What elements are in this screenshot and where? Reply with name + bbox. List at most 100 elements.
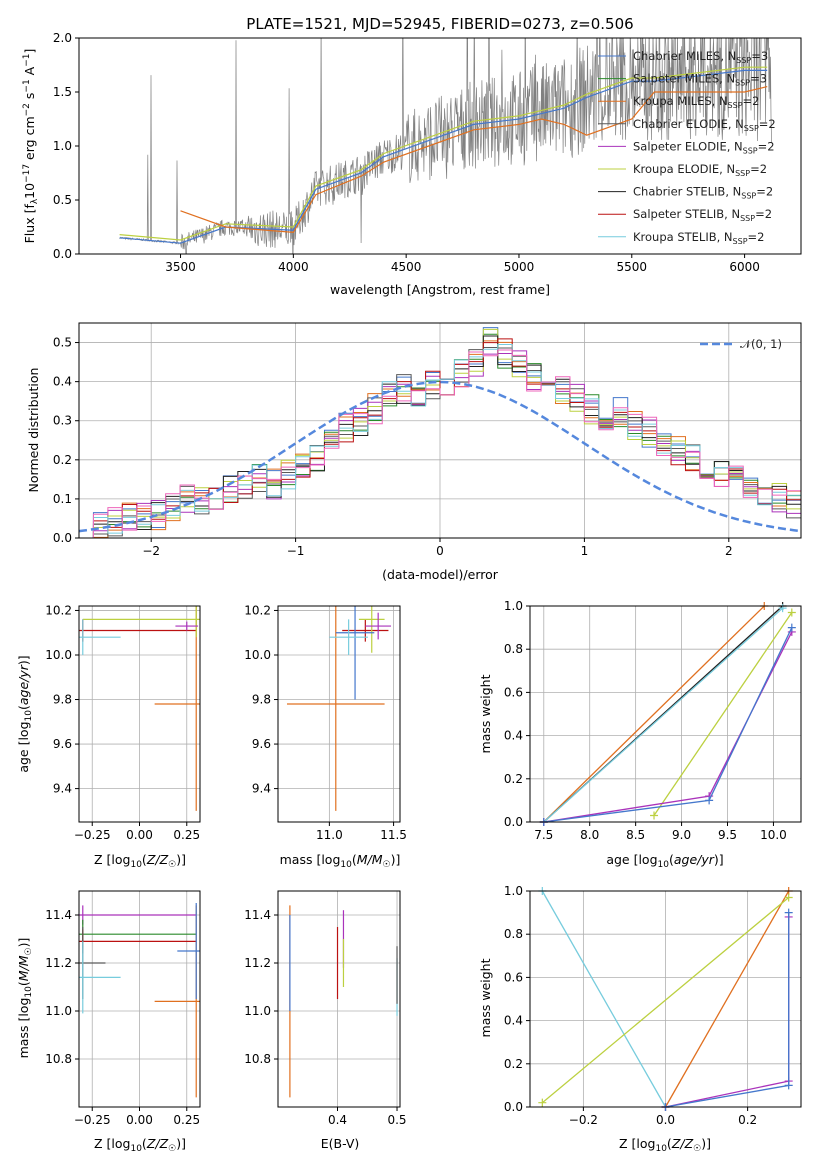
p3-ytick-label: 9.6: [53, 737, 72, 751]
p2-xtick-label: −2: [142, 544, 160, 558]
p1-xtick-label: 4500: [391, 260, 422, 274]
p2-ytick-label: 0.5: [53, 336, 72, 350]
model-spectrum-line: [119, 69, 768, 244]
p7-ytick-label: 11.2: [244, 956, 271, 970]
legend-entry: Chabrier ELODIE, NSSP=2: [633, 117, 776, 133]
p7-xlabel: E(B-V): [321, 1136, 360, 1151]
p8-ytick-label: 0.0: [504, 1100, 523, 1114]
legend-entry: Kroupa MILES, NSSP=2: [633, 94, 759, 110]
p7-ytick-label: 11.4: [244, 908, 271, 922]
histogram-xlabel: (data-model)/error: [382, 567, 499, 582]
p5-xtick-label: 10.0: [760, 828, 787, 842]
p8-ytick-label: 0.8: [504, 927, 523, 941]
mass-weight-line: [541, 897, 790, 1104]
spectrum-legend: Chabrier MILES, NSSP=3 Salpeter MILES, NS…: [598, 49, 776, 246]
p5-xlabel: age [log10(age/yr)]: [606, 852, 723, 870]
legend-entry: Salpeter STELIB, NSSP=2: [633, 207, 772, 223]
p1-ytick-label: 2.0: [53, 31, 72, 45]
p5-xtick-label: 9.0: [672, 828, 691, 842]
p5-ytick-label: 0.6: [504, 685, 523, 699]
observed-spectrum: [119, 38, 772, 254]
p3-ytick-label: 10.0: [45, 648, 72, 662]
mass-weight-marker: [784, 908, 793, 917]
mass-weight-vs-metallicity-panel: −0.2 0.0 0.2 0.0 0.2 0.4 0.6 0.8 1.0: [504, 884, 802, 1127]
p2-xtick-label: 1: [581, 544, 589, 558]
p2-xtick-label: −1: [287, 544, 305, 558]
p3-ytick-label: 10.2: [45, 603, 72, 617]
p4-ytick-label: 10.2: [244, 603, 271, 617]
p2-ytick-label: 0.1: [53, 492, 72, 506]
legend-entry: Kroupa STELIB, NSSP=2: [633, 230, 764, 246]
mass-weight-line: [664, 890, 790, 1108]
age-vs-mass-panel: 11.0 11.5 9.4 9.6 9.8 10.0 10.2: [244, 603, 407, 842]
p6-xtick-label: −0.25: [74, 1113, 111, 1127]
p1-ytick-label: 1.5: [53, 85, 72, 99]
mass-weight-line: [543, 607, 784, 823]
mass-weight-line: [665, 912, 790, 1108]
p5-ytick-label: 0.2: [504, 772, 523, 786]
p1-ytick-label: 1.0: [53, 139, 72, 153]
p1-xtick-label: 3500: [165, 260, 196, 274]
legend-entry: Salpeter ELODIE, NSSP=2: [633, 139, 775, 155]
p1-ytick-label: 0.5: [53, 193, 72, 207]
spectrum-ylabel: Flux [fλ10−17 erg cm−2 s−1 A−1]: [22, 49, 40, 244]
p5-ytick-label: 0.8: [504, 642, 523, 656]
normal-legend-label: 𝒩(0, 1): [740, 337, 782, 351]
p3-xtick-label: 0.00: [126, 828, 153, 842]
p2-ytick-label: 0.0: [53, 531, 72, 545]
histogram-ylabel: Normed distribution: [26, 368, 41, 493]
p5-ylabel: mass weight: [478, 674, 493, 753]
p6-axes-frame: [78, 890, 201, 1108]
p1-ytick-label: 0.0: [53, 247, 72, 261]
p5-xtick-label: 9.5: [718, 828, 737, 842]
spectrum-panel: PLATE=1521, MJD=52945, FIBERID=0273, z=0…: [22, 15, 802, 297]
p5-axes-frame: [529, 605, 802, 823]
p4-xtick-label: 11.0: [316, 828, 343, 842]
p1-xtick-label: 5500: [617, 260, 648, 274]
p6-ytick-label: 11.4: [45, 908, 72, 922]
legend-entry: Chabrier STELIB, NSSP=2: [633, 185, 773, 201]
mass-weight-line: [653, 612, 793, 816]
p3-ylabel: age [log10(age/yr)]: [16, 655, 34, 772]
p4-xlabel: mass [log10(M/M☉)]: [280, 852, 401, 870]
p7-xtick-label: 0.5: [387, 1113, 406, 1127]
p5-xtick-label: 8.0: [580, 828, 599, 842]
mass-weight-line: [543, 631, 793, 823]
p3-ytick-label: 9.8: [53, 693, 72, 707]
p6-ytick-label: 10.8: [45, 1052, 72, 1066]
model-spectrum-line: [180, 86, 768, 234]
p3-xlabel: Z [log10(Z/Z☉)]: [94, 852, 186, 870]
p7-axes-frame: [277, 890, 401, 1108]
p8-ytick-label: 0.4: [504, 1014, 523, 1028]
p8-ytick-label: 0.6: [504, 970, 523, 984]
p7-ytick-label: 10.8: [244, 1052, 271, 1066]
p4-ytick-label: 9.4: [252, 782, 271, 796]
mass-weight-line: [665, 916, 790, 1108]
p3-axes-frame: [78, 605, 201, 823]
age-vs-metallicity-panel: −0.25 0.00 0.25 9.4 9.6 9.8 10.0 10.2: [45, 603, 201, 842]
mass-weight-marker: [538, 1098, 547, 1107]
p2-xtick-label: 0: [436, 544, 444, 558]
residual-histogram-step: [79, 338, 801, 539]
p6-ytick-label: 11.2: [45, 956, 72, 970]
p2-xtick-label: 2: [725, 544, 733, 558]
p5-ytick-label: 0.4: [504, 729, 523, 743]
mass-weight-line: [543, 605, 765, 823]
model-spectrum-line: [119, 66, 768, 241]
p5-ytick-label: 1.0: [504, 599, 523, 613]
mass-weight-marker: [784, 893, 793, 902]
residual-histogram-step: [79, 346, 801, 539]
legend-entry: Kroupa ELODIE, NSSP=2: [633, 162, 767, 178]
mass-weight-line: [541, 890, 667, 1108]
p5-xtick-label: 8.5: [626, 828, 645, 842]
p6-xtick-label: 0.00: [126, 1113, 153, 1127]
p4-axes-frame: [277, 605, 401, 823]
p3-xtick-label: −0.25: [74, 828, 111, 842]
p4-ytick-label: 9.8: [252, 693, 271, 707]
residual-histogram-panel: −2 −1 0 1 2 0.0 0.1 0.2 0.3 0.4 0.5 (data-model)/e…: [26, 322, 802, 582]
p3-ytick-label: 9.4: [53, 782, 72, 796]
mass-vs-metallicity-panel: −0.25 0.00 0.25 10.8 11.0 11.2 11.4: [45, 890, 201, 1127]
mass-weight-line: [543, 627, 793, 823]
mass-weight-marker: [778, 604, 787, 613]
